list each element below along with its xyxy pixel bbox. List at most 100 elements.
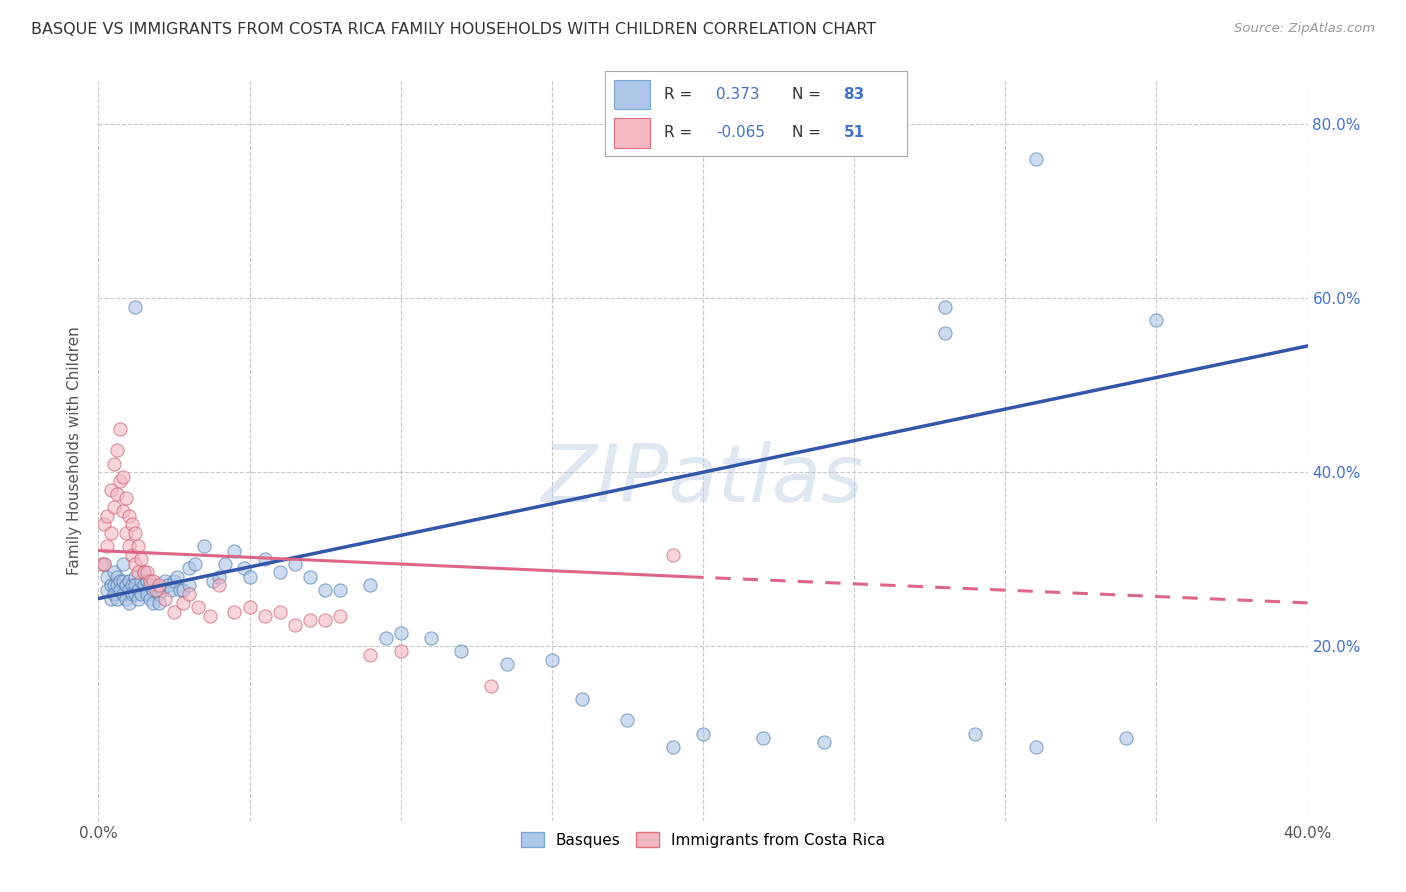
Point bbox=[253, 552, 276, 566]
Point bbox=[145, 578, 167, 592]
Point bbox=[135, 566, 157, 580]
Point bbox=[105, 487, 128, 501]
Point bbox=[314, 582, 336, 597]
Point bbox=[142, 574, 165, 588]
Point bbox=[314, 613, 336, 627]
Point bbox=[124, 570, 146, 584]
Point bbox=[93, 557, 115, 571]
Point bbox=[124, 578, 146, 592]
Point bbox=[132, 566, 155, 580]
Point bbox=[661, 548, 683, 562]
Text: R =: R = bbox=[664, 125, 692, 140]
Point bbox=[692, 726, 714, 740]
Point bbox=[129, 552, 152, 566]
Point bbox=[374, 631, 396, 645]
Text: N =: N = bbox=[792, 87, 821, 102]
Point bbox=[232, 561, 254, 575]
Point bbox=[329, 582, 352, 597]
Y-axis label: Family Households with Children: Family Households with Children bbox=[67, 326, 83, 574]
Point bbox=[132, 566, 155, 580]
Point bbox=[135, 587, 157, 601]
Point bbox=[124, 587, 146, 601]
Point bbox=[118, 596, 141, 610]
Point bbox=[105, 591, 128, 606]
Point bbox=[1024, 739, 1046, 754]
Point bbox=[193, 539, 215, 553]
Point bbox=[96, 508, 118, 523]
Point bbox=[103, 578, 125, 592]
Text: ZIPatlas: ZIPatlas bbox=[541, 441, 865, 519]
Point bbox=[934, 300, 956, 314]
Point bbox=[360, 648, 382, 662]
Point bbox=[172, 582, 194, 597]
Bar bbox=[613, 118, 650, 147]
Point bbox=[118, 574, 141, 588]
Point bbox=[179, 587, 201, 601]
Legend: Basques, Immigrants from Costa Rica: Basques, Immigrants from Costa Rica bbox=[515, 825, 891, 854]
Point bbox=[111, 504, 134, 518]
Point bbox=[150, 582, 173, 597]
Point bbox=[90, 557, 112, 571]
Point bbox=[129, 587, 152, 601]
Point bbox=[299, 570, 322, 584]
Point bbox=[121, 517, 143, 532]
Point bbox=[111, 557, 134, 571]
Point bbox=[121, 587, 143, 601]
Point bbox=[269, 566, 291, 580]
Point bbox=[118, 539, 141, 553]
Point bbox=[329, 609, 352, 624]
Point bbox=[153, 574, 176, 588]
Point bbox=[135, 574, 157, 588]
Point bbox=[813, 735, 835, 749]
Point bbox=[214, 557, 236, 571]
Point bbox=[103, 587, 125, 601]
Point bbox=[179, 561, 201, 575]
Point bbox=[156, 578, 179, 592]
Point bbox=[114, 591, 136, 606]
Point bbox=[132, 578, 155, 592]
Point bbox=[103, 500, 125, 514]
Point bbox=[420, 631, 443, 645]
Point bbox=[389, 644, 412, 658]
Point bbox=[100, 591, 122, 606]
Point bbox=[139, 578, 162, 592]
Point bbox=[127, 566, 149, 580]
Text: 83: 83 bbox=[844, 87, 865, 102]
Point bbox=[1115, 731, 1137, 745]
Point bbox=[253, 609, 276, 624]
Point bbox=[127, 539, 149, 553]
Point bbox=[752, 731, 775, 745]
Point bbox=[616, 714, 638, 728]
Point bbox=[129, 574, 152, 588]
Point bbox=[450, 644, 472, 658]
Point bbox=[114, 491, 136, 506]
Point bbox=[1144, 313, 1167, 327]
Point bbox=[121, 578, 143, 592]
Point bbox=[187, 600, 209, 615]
Point bbox=[239, 600, 262, 615]
Point bbox=[127, 582, 149, 597]
Point bbox=[934, 326, 956, 340]
Point bbox=[139, 591, 162, 606]
Point bbox=[124, 526, 146, 541]
Point bbox=[108, 474, 131, 488]
Point bbox=[661, 739, 683, 754]
Point bbox=[118, 582, 141, 597]
Point bbox=[389, 626, 412, 640]
Text: R =: R = bbox=[664, 87, 692, 102]
Point bbox=[495, 657, 517, 671]
Point bbox=[224, 605, 246, 619]
Point bbox=[105, 578, 128, 592]
Point bbox=[105, 570, 128, 584]
Point bbox=[169, 582, 191, 597]
Point bbox=[142, 582, 165, 597]
Point bbox=[139, 574, 162, 588]
Text: BASQUE VS IMMIGRANTS FROM COSTA RICA FAMILY HOUSEHOLDS WITH CHILDREN CORRELATION: BASQUE VS IMMIGRANTS FROM COSTA RICA FAM… bbox=[31, 22, 876, 37]
Point bbox=[148, 587, 170, 601]
Point bbox=[200, 609, 222, 624]
Point bbox=[145, 582, 167, 597]
Point bbox=[124, 300, 146, 314]
Point bbox=[142, 596, 165, 610]
Point bbox=[93, 517, 115, 532]
Point bbox=[111, 469, 134, 483]
